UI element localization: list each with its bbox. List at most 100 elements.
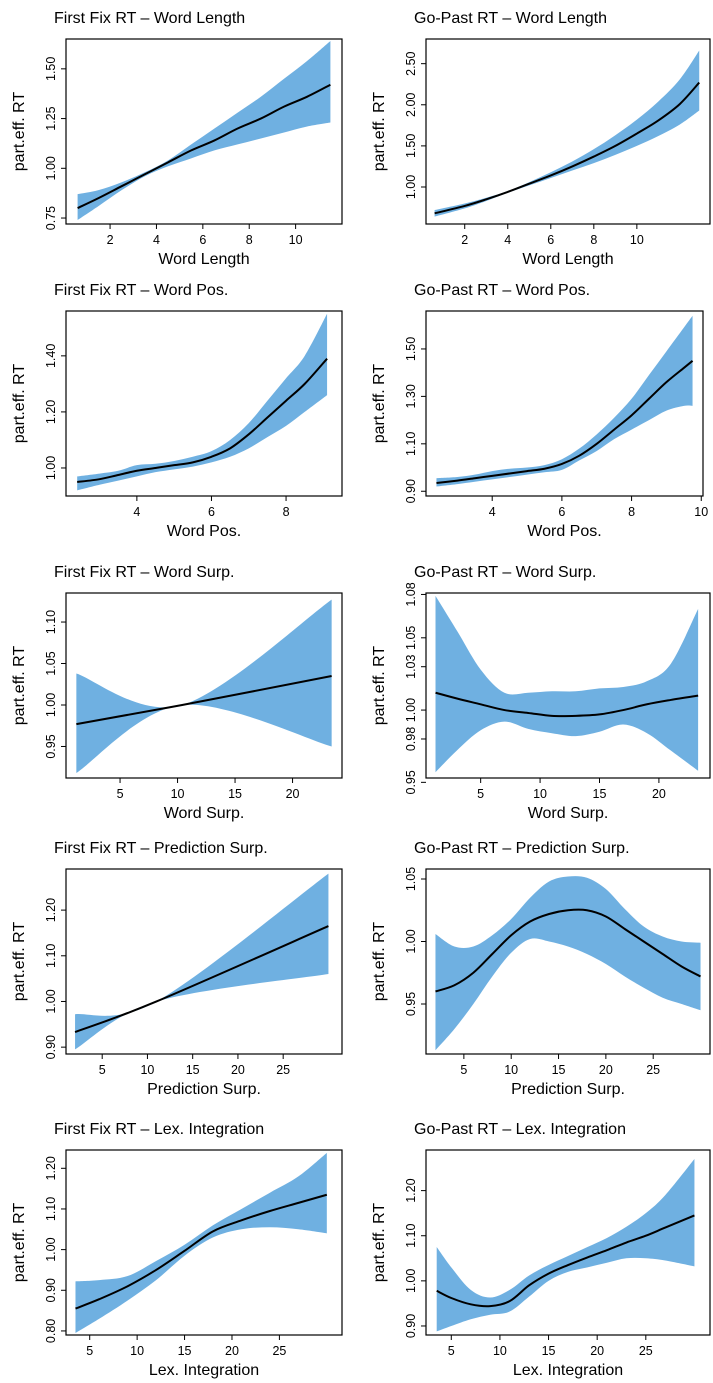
y-tick-label: 1.10 [44, 944, 58, 968]
fit-line [436, 360, 694, 484]
x-axis-label: Lex. Integration [149, 1362, 259, 1379]
fit-line [436, 1214, 695, 1308]
y-tick-label: 1.05 [404, 626, 418, 650]
x-tick-label: 10 [171, 787, 185, 801]
panel-title: First Fix RT – Prediction Surp. [54, 840, 268, 857]
y-tick-label: 1.40 [44, 344, 58, 368]
x-tick-label: 4 [489, 505, 496, 519]
y-tick-label: 1.10 [44, 1197, 58, 1221]
x-axis-label: Word Pos. [167, 523, 241, 540]
panel-10: Go-Past RT – Lex. Integration 5 10 15 20 25 0.… [371, 1121, 711, 1379]
fit-line [77, 357, 328, 483]
x-tick-label: 20 [231, 1063, 245, 1077]
y-axis-label: part.eff. RT [371, 92, 388, 172]
x-axis-label: Word Length [522, 251, 613, 268]
plot-frame [425, 868, 711, 1055]
x-tick-label: 8 [246, 233, 253, 247]
y-tick-label: 1.50 [404, 337, 418, 361]
plot-frame [65, 592, 343, 779]
fit-line [435, 908, 701, 993]
y-tick-label: 1.00 [44, 156, 58, 180]
plot-frame [425, 38, 711, 225]
x-tick-label: 5 [86, 1344, 93, 1358]
x-tick-label: 15 [178, 1344, 192, 1358]
plot-frame [425, 310, 704, 497]
fit-line [434, 81, 700, 215]
panel-title: First Fix RT – Word Length [54, 10, 245, 27]
x-tick-label: 20 [652, 787, 666, 801]
y-tick-label: 1.00 [404, 1269, 418, 1293]
confidence-band [76, 599, 332, 774]
y-tick-label: 1.20 [44, 400, 58, 424]
panel-6: Go-Past RT – Word Surp. 5 10 15 20 0.95 0.98 1.… [371, 564, 711, 822]
x-tick-label: 15 [228, 787, 242, 801]
x-tick-label: 4 [504, 233, 511, 247]
x-tick-label: 10 [630, 233, 644, 247]
x-tick-label: 20 [225, 1344, 239, 1358]
panel-title: Go-Past RT – Word Pos. [414, 282, 590, 299]
y-tick-label: 1.05 [404, 867, 418, 891]
confidence-band [75, 873, 329, 1050]
y-tick-label: 1.50 [44, 57, 58, 81]
y-tick-label: 1.20 [44, 1156, 58, 1180]
y-tick-label: 0.90 [404, 1314, 418, 1338]
panel-8: Go-Past RT – Prediction Surp. 5 10 15 20 25 0.… [371, 840, 711, 1098]
x-tick-label: 8 [283, 505, 290, 519]
panel-title: First Fix RT – Word Pos. [54, 282, 228, 299]
panel-title: Go-Past RT – Lex. Integration [414, 1121, 626, 1138]
fit-line [435, 691, 699, 718]
y-axis-label: part.eff. RT [11, 922, 28, 1002]
confidence-band [436, 315, 693, 487]
x-tick-label: 10 [694, 505, 708, 519]
confidence-band [435, 876, 701, 1051]
panel-1: First Fix RT – Word Length 2 4 6 8 10 0.75 1.00… [11, 10, 343, 268]
confidence-band [75, 1152, 327, 1333]
panel-title: First Fix RT – Word Surp. [54, 564, 234, 581]
x-tick-label: 25 [646, 1063, 660, 1077]
x-tick-label: 15 [542, 1344, 556, 1358]
y-tick-label: 1.00 [44, 693, 58, 717]
y-tick-label: 1.03 [404, 655, 418, 679]
x-tick-label: 15 [552, 1063, 566, 1077]
y-tick-label: 1.10 [44, 610, 58, 634]
confidence-band [434, 50, 700, 217]
y-axis-label: part.eff. RT [11, 364, 28, 444]
y-tick-label: 0.95 [44, 734, 58, 758]
x-tick-label: 10 [130, 1344, 144, 1358]
plot-frame [425, 592, 711, 779]
y-tick-label: 1.20 [404, 1178, 418, 1202]
y-tick-label: 0.98 [404, 727, 418, 751]
y-tick-label: 1.20 [44, 898, 58, 922]
x-tick-label: 10 [140, 1063, 154, 1077]
y-tick-label: 0.90 [44, 1035, 58, 1059]
plot-frame [65, 868, 343, 1055]
panel-5: First Fix RT – Word Surp. 5 10 15 20 0.95 1.00… [11, 564, 343, 822]
panel-2: Go-Past RT – Word Length 2 4 6 8 10 1.00 1.50 2.… [371, 10, 711, 268]
y-tick-label: 0.90 [44, 1278, 58, 1302]
y-axis-label: part.eff. RT [11, 646, 28, 726]
x-tick-label: 25 [276, 1063, 290, 1077]
y-tick-label: 1.05 [44, 651, 58, 675]
x-tick-label: 15 [593, 787, 607, 801]
x-axis-label: Word Surp. [528, 805, 609, 822]
y-tick-label: 2.00 [404, 93, 418, 117]
x-tick-label: 5 [477, 787, 484, 801]
y-tick-label: 1.10 [404, 1224, 418, 1248]
x-tick-label: 20 [590, 1344, 604, 1358]
y-tick-label: 1.00 [404, 929, 418, 953]
x-axis-label: Word Length [158, 251, 249, 268]
y-axis-label: part.eff. RT [371, 922, 388, 1002]
y-tick-label: 1.00 [44, 1237, 58, 1261]
y-tick-label: 0.75 [44, 206, 58, 230]
x-tick-label: 4 [153, 233, 160, 247]
plot-frame [65, 38, 343, 225]
y-tick-label: 1.10 [404, 432, 418, 456]
plot-frame [425, 1149, 711, 1336]
x-tick-label: 10 [289, 233, 303, 247]
confidence-band [77, 313, 328, 491]
x-axis-label: Word Pos. [527, 523, 601, 540]
x-tick-label: 8 [590, 233, 597, 247]
plot-frame [65, 1149, 343, 1336]
x-tick-label: 20 [286, 787, 300, 801]
x-tick-label: 5 [117, 787, 124, 801]
